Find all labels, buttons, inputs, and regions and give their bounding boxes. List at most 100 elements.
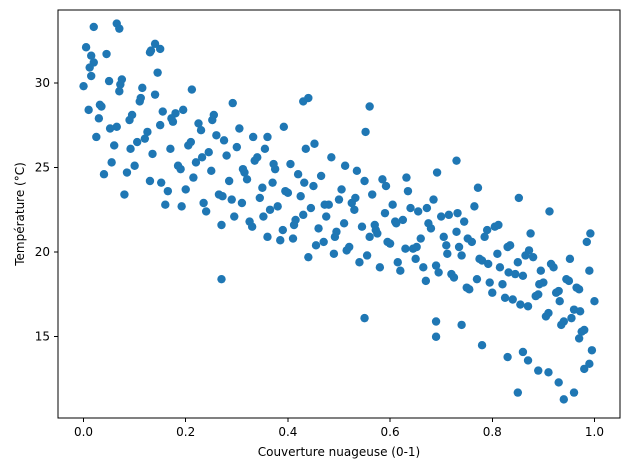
data-point [442, 241, 451, 250]
data-point [181, 185, 190, 194]
data-point [217, 220, 226, 230]
data-point [148, 149, 157, 159]
x-tick-label: 0.4 [278, 425, 297, 439]
data-point [528, 252, 538, 262]
data-point [559, 395, 568, 404]
data-point [167, 114, 176, 123]
data-point [299, 97, 308, 106]
data-point [392, 219, 401, 228]
x-axis-label: Couverture nuageuse (0-1) [258, 445, 421, 459]
y-tick-label: 15 [35, 330, 50, 344]
data-point [273, 202, 282, 211]
data-point [330, 232, 340, 242]
data-point [197, 153, 207, 162]
data-point [85, 63, 94, 72]
data-point [470, 202, 479, 211]
data-point [424, 219, 433, 228]
data-point [495, 263, 505, 272]
data-point [541, 312, 551, 321]
data-point [403, 186, 413, 196]
data-point [265, 205, 275, 214]
data-point [434, 268, 443, 277]
data-point [378, 175, 387, 184]
data-point [219, 136, 229, 145]
data-point [545, 207, 554, 216]
data-point [546, 259, 556, 269]
data-point [279, 122, 289, 132]
data-point [140, 134, 150, 143]
data-point [551, 288, 561, 297]
data-point [92, 132, 101, 142]
data-point [320, 200, 329, 209]
data-point [439, 232, 448, 242]
data-point [494, 220, 503, 230]
data-point [334, 195, 344, 204]
data-point [375, 263, 385, 272]
data-point [504, 268, 513, 277]
data-point [150, 39, 160, 49]
data-point [102, 49, 111, 59]
data-point [362, 251, 372, 260]
data-point [115, 87, 124, 96]
data-point [513, 388, 523, 397]
data-point [443, 249, 452, 258]
data-point [398, 215, 408, 225]
data-point [161, 200, 170, 209]
data-point [412, 242, 421, 252]
data-point [406, 203, 415, 213]
data-point [449, 273, 459, 282]
data-point [163, 186, 173, 196]
data-point [87, 71, 96, 81]
data-point [126, 144, 135, 154]
data-point [238, 164, 248, 174]
data-point [173, 161, 183, 170]
data-point [357, 222, 367, 231]
data-point [258, 183, 267, 192]
data-point [421, 276, 431, 286]
data-point [248, 132, 258, 142]
data-point [95, 100, 105, 110]
data-point [351, 193, 360, 203]
data-point [524, 246, 534, 255]
data-point [493, 249, 502, 258]
data-point [577, 327, 586, 336]
data-point [327, 153, 336, 162]
data-point [222, 151, 231, 160]
y-tick-label: 25 [35, 160, 50, 174]
data-point [130, 161, 139, 170]
data-point [393, 258, 402, 267]
data-point [582, 237, 591, 247]
data-point [569, 388, 579, 397]
data-point [360, 313, 369, 323]
data-point [419, 263, 428, 272]
data-point [208, 115, 217, 125]
data-point [309, 181, 318, 191]
data-point [115, 24, 124, 33]
data-point [516, 300, 525, 309]
data-point [355, 258, 364, 267]
y-tick-label: 20 [35, 245, 50, 259]
data-point [342, 246, 351, 255]
data-point [322, 212, 331, 221]
data-point [116, 80, 125, 89]
data-point [157, 178, 166, 187]
data-point [260, 144, 270, 154]
data-point [153, 68, 162, 77]
data-point [224, 176, 234, 186]
data-point [585, 359, 594, 369]
x-axis-ticks: 0.0 0.2 0.4 0.6 0.8 1.0 [74, 418, 604, 439]
data-point [360, 176, 369, 186]
data-point [557, 320, 566, 330]
x-tick-label: 0.0 [74, 425, 93, 439]
data-point [158, 107, 167, 116]
data-point [526, 229, 535, 238]
data-point [513, 258, 523, 267]
data-point [352, 166, 362, 176]
data-point [310, 139, 319, 148]
data-point [278, 225, 287, 235]
data-point [311, 241, 321, 250]
data-point [585, 266, 594, 275]
data-point [480, 232, 489, 242]
data-point [459, 217, 469, 226]
